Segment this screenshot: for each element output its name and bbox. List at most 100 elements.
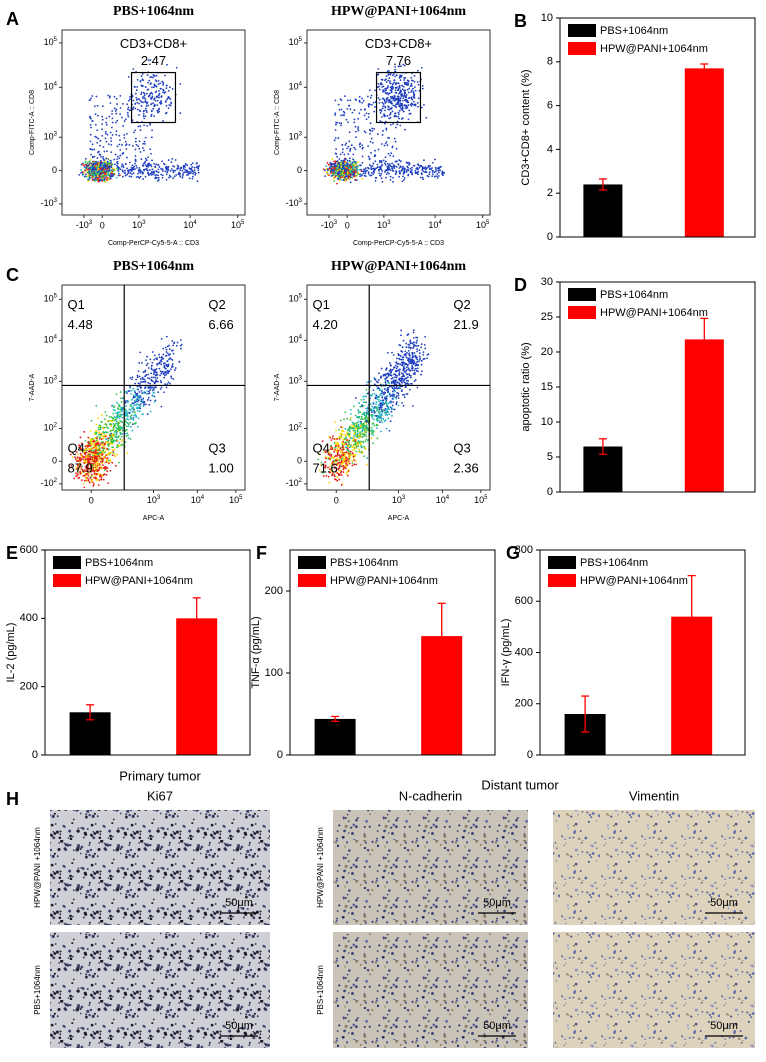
event-dot [138, 114, 140, 116]
event-dot [105, 121, 108, 124]
event-dot [141, 164, 144, 167]
event-dot [129, 109, 132, 112]
event-dot [140, 75, 143, 77]
event-dot [97, 179, 99, 182]
event-dot [142, 91, 145, 94]
event-dot [380, 161, 383, 164]
event-dot [379, 120, 382, 122]
event-dot [141, 73, 144, 75]
event-dot [411, 98, 414, 101]
event-dot [118, 461, 120, 464]
event-dot [347, 145, 350, 148]
x-axis-label: Comp-PerCP-Cy5-5-A :: CD3 [108, 240, 199, 247]
event-dot [111, 420, 114, 423]
event-dot [416, 348, 418, 351]
event-dot [354, 166, 356, 168]
event-dot [140, 91, 143, 94]
event-dot [114, 153, 117, 156]
event-dot [169, 175, 172, 178]
event-dot [116, 155, 119, 158]
event-dot [173, 342, 175, 345]
event-dot [101, 118, 104, 121]
event-dot [162, 162, 165, 165]
event-dot [110, 143, 113, 146]
event-dot [123, 134, 126, 136]
event-dot [103, 160, 106, 163]
event-dot [100, 438, 103, 441]
event-dot [132, 168, 135, 171]
event-dot [416, 367, 419, 370]
event-dot [408, 97, 411, 99]
event-dot [426, 174, 429, 177]
event-dot [385, 128, 388, 131]
event-dot [137, 404, 140, 406]
event-dot [352, 167, 355, 169]
event-dot [389, 175, 392, 178]
event-dot [403, 79, 406, 81]
event-dot [378, 98, 381, 101]
event-dot [106, 150, 108, 153]
event-dot [398, 85, 401, 88]
event-dot [358, 95, 361, 98]
event-dot [124, 441, 127, 443]
event-dot [376, 381, 379, 384]
event-dot [80, 169, 83, 172]
event-dot [96, 466, 98, 469]
event-dot [418, 166, 421, 169]
event-dot [412, 372, 415, 375]
event-dot [169, 357, 171, 359]
event-dot [383, 144, 386, 147]
event-dot [441, 174, 444, 177]
event-dot [404, 95, 407, 97]
event-dot [158, 94, 160, 97]
event-dot [407, 367, 410, 370]
event-dot [417, 83, 420, 86]
event-dot [151, 389, 154, 392]
event-dot [150, 110, 153, 113]
event-dot [370, 165, 372, 167]
event-dot [119, 113, 121, 116]
tick-exp: 4 [299, 81, 303, 87]
tick-label: 0 [52, 165, 57, 175]
event-dot [94, 135, 97, 138]
event-dot [347, 121, 349, 124]
event-dot [395, 106, 398, 108]
event-dot [111, 172, 113, 175]
event-dot [158, 92, 161, 95]
event-dot [97, 444, 100, 447]
event-dot [359, 405, 362, 408]
event-dot [101, 460, 104, 463]
event-dot [133, 410, 135, 413]
event-dot [132, 106, 135, 109]
event-dot [392, 83, 394, 85]
event-dot [119, 438, 122, 440]
event-dot [408, 109, 411, 112]
event-dot [121, 169, 124, 172]
event-dot [392, 73, 395, 75]
event-dot [389, 86, 392, 88]
event-dot [337, 162, 340, 164]
event-dot [344, 411, 347, 414]
tick-exp: 3 [334, 220, 338, 226]
event-dot [149, 410, 152, 413]
event-dot [118, 444, 121, 447]
event-dot [356, 161, 359, 164]
event-dot [388, 77, 391, 79]
event-dot [340, 124, 342, 127]
event-dot [115, 412, 117, 414]
event-dot [370, 103, 373, 106]
event-dot [394, 140, 397, 143]
event-dot [190, 163, 193, 166]
event-dot [91, 120, 94, 122]
event-dot [169, 382, 171, 385]
event-dot [144, 115, 147, 118]
event-dot [136, 425, 139, 428]
event-dot [137, 98, 140, 100]
event-dot [94, 476, 97, 479]
event-dot [135, 143, 138, 146]
event-dot [398, 167, 401, 169]
event-dot [415, 167, 418, 170]
event-dot [159, 388, 162, 390]
event-dot [391, 404, 394, 407]
event-dot [161, 80, 164, 83]
